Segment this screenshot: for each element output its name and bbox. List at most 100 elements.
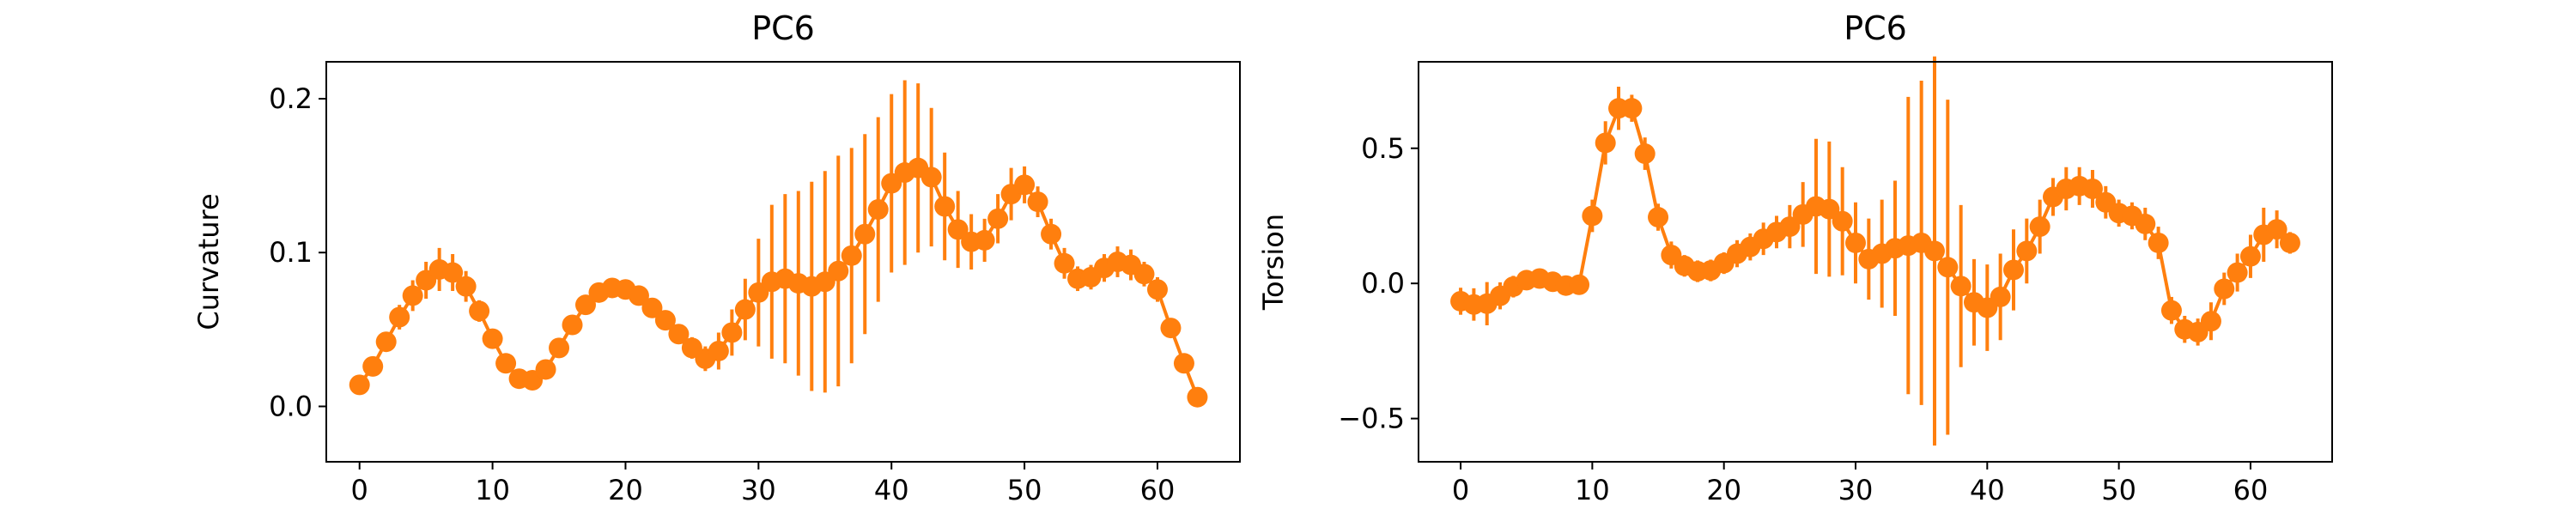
torsion-point-62 bbox=[2266, 219, 2287, 240]
curvature-point-27 bbox=[708, 340, 729, 361]
curvature-point-16 bbox=[562, 314, 583, 336]
torsion-ytick-label-1: 0.0 bbox=[1361, 267, 1405, 300]
curvature-point-17 bbox=[575, 294, 597, 316]
curvature-point-2 bbox=[375, 331, 397, 353]
curvature-point-14 bbox=[535, 359, 556, 380]
curvature-point-21 bbox=[628, 285, 649, 306]
torsion-point-28 bbox=[1819, 198, 1840, 220]
curvature-point-37 bbox=[841, 245, 862, 266]
torsion-point-44 bbox=[2029, 216, 2050, 238]
curvature-point-62 bbox=[1173, 353, 1194, 374]
curvature-point-28 bbox=[721, 322, 743, 343]
curvature-point-38 bbox=[854, 223, 876, 245]
curvature-ytick-label-2: 0.2 bbox=[269, 82, 313, 115]
curvature-series bbox=[349, 80, 1208, 408]
curvature-point-10 bbox=[482, 328, 503, 349]
torsion-point-58 bbox=[2214, 278, 2235, 300]
curvature-point-43 bbox=[920, 167, 942, 188]
torsion-ytick-label-0: −0.5 bbox=[1338, 403, 1405, 435]
curvature-xtick-label-0: 0 bbox=[351, 474, 368, 506]
curvature-xtick-label-20: 20 bbox=[608, 474, 643, 506]
torsion-xtick-label-20: 20 bbox=[1706, 474, 1741, 506]
curvature-point-45 bbox=[947, 219, 969, 240]
torsion-point-29 bbox=[1832, 210, 1853, 232]
torsion-point-59 bbox=[2227, 262, 2248, 283]
torsion-series bbox=[1450, 56, 2300, 446]
torsion-xtick-label-50: 50 bbox=[2101, 474, 2136, 506]
curvature-point-15 bbox=[549, 337, 570, 359]
curvature-point-7 bbox=[442, 262, 464, 283]
torsion-point-54 bbox=[2160, 300, 2182, 321]
torsion-point-63 bbox=[2279, 232, 2300, 253]
curvature-point-52 bbox=[1041, 223, 1062, 245]
curvature-xtick-label-40: 40 bbox=[874, 474, 909, 506]
curvature-point-36 bbox=[828, 260, 849, 282]
curvature-point-60 bbox=[1146, 279, 1168, 300]
torsion-point-48 bbox=[2081, 178, 2103, 199]
torsion-xtick-label-30: 30 bbox=[1838, 474, 1874, 506]
torsion-axes-frame bbox=[1418, 61, 2333, 463]
torsion-point-13 bbox=[1621, 98, 1643, 119]
curvature-point-29 bbox=[734, 299, 756, 320]
torsion-point-38 bbox=[1950, 276, 1971, 297]
torsion-point-41 bbox=[1990, 286, 2011, 307]
curvature-point-48 bbox=[987, 208, 1009, 229]
curvature-point-51 bbox=[1027, 191, 1048, 213]
torsion-panel: 0 10 20 30 40 50 60 −0.5 0.0 0.5 PC6 Torsion bbox=[1257, 9, 2333, 506]
torsion-point-11 bbox=[1595, 132, 1616, 154]
torsion-xtick-label-10: 10 bbox=[1575, 474, 1610, 506]
curvature-axes-frame bbox=[325, 61, 1241, 463]
curvature-point-23 bbox=[654, 310, 676, 331]
curvature-xtick-label-30: 30 bbox=[741, 474, 776, 506]
curvature-ylabel: Curvature bbox=[192, 193, 225, 330]
torsion-title: PC6 bbox=[1844, 9, 1907, 47]
curvature-point-61 bbox=[1160, 318, 1182, 339]
curvature-point-53 bbox=[1054, 252, 1075, 274]
torsion-xtick-label-60: 60 bbox=[2233, 474, 2269, 506]
curvature-point-59 bbox=[1133, 264, 1155, 285]
curvature-point-4 bbox=[402, 285, 423, 306]
torsion-point-10 bbox=[1582, 205, 1603, 227]
torsion-xtick-label-40: 40 bbox=[1970, 474, 2005, 506]
curvature-point-11 bbox=[495, 353, 517, 374]
curvature-xtick-label-50: 50 bbox=[1007, 474, 1042, 506]
torsion-point-36 bbox=[1923, 240, 1945, 262]
curvature-xtick-label-60: 60 bbox=[1140, 474, 1176, 506]
curvature-xtick-label-10: 10 bbox=[475, 474, 510, 506]
curvature-panel: 0 10 20 30 40 50 60 0.0 0.1 0.2 PC6 Curvature bbox=[192, 9, 1241, 506]
curvature-point-9 bbox=[469, 300, 490, 322]
torsion-point-25 bbox=[1779, 216, 1801, 238]
curvature-point-24 bbox=[668, 324, 690, 345]
curvature-point-1 bbox=[362, 355, 384, 377]
curvature-point-3 bbox=[389, 306, 410, 328]
curvature-title: PC6 bbox=[751, 9, 815, 47]
torsion-xtick-label-0: 0 bbox=[1452, 474, 1469, 506]
torsion-point-52 bbox=[2135, 213, 2156, 234]
torsion-point-30 bbox=[1845, 232, 1867, 253]
curvature-point-44 bbox=[934, 196, 956, 217]
torsion-point-14 bbox=[1634, 143, 1656, 165]
curvature-point-0 bbox=[349, 374, 370, 396]
curvature-point-50 bbox=[1014, 174, 1036, 196]
curvature-point-63 bbox=[1187, 386, 1208, 408]
torsion-point-42 bbox=[2002, 259, 2024, 281]
torsion-ytick-label-2: 0.5 bbox=[1361, 132, 1405, 165]
curvature-ytick-label-1: 0.1 bbox=[269, 236, 313, 269]
curvature-point-8 bbox=[455, 276, 477, 297]
curvature-point-47 bbox=[974, 229, 995, 251]
curvature-point-22 bbox=[641, 297, 663, 318]
curvature-ticks: 0 10 20 30 40 50 60 0.0 0.1 0.2 bbox=[269, 82, 1175, 506]
torsion-point-37 bbox=[1937, 257, 1959, 278]
torsion-point-53 bbox=[2148, 232, 2169, 253]
torsion-ticks: 0 10 20 30 40 50 60 −0.5 0.0 0.5 bbox=[1338, 132, 2268, 506]
torsion-point-57 bbox=[2200, 311, 2221, 332]
curvature-point-39 bbox=[867, 199, 889, 221]
torsion-point-43 bbox=[2016, 240, 2038, 262]
curvature-ytick-label-0: 0.0 bbox=[269, 390, 313, 422]
torsion-point-60 bbox=[2239, 245, 2261, 267]
torsion-point-9 bbox=[1569, 274, 1590, 295]
torsion-point-15 bbox=[1648, 207, 1669, 228]
torsion-ylabel: Torsion bbox=[1257, 214, 1290, 311]
